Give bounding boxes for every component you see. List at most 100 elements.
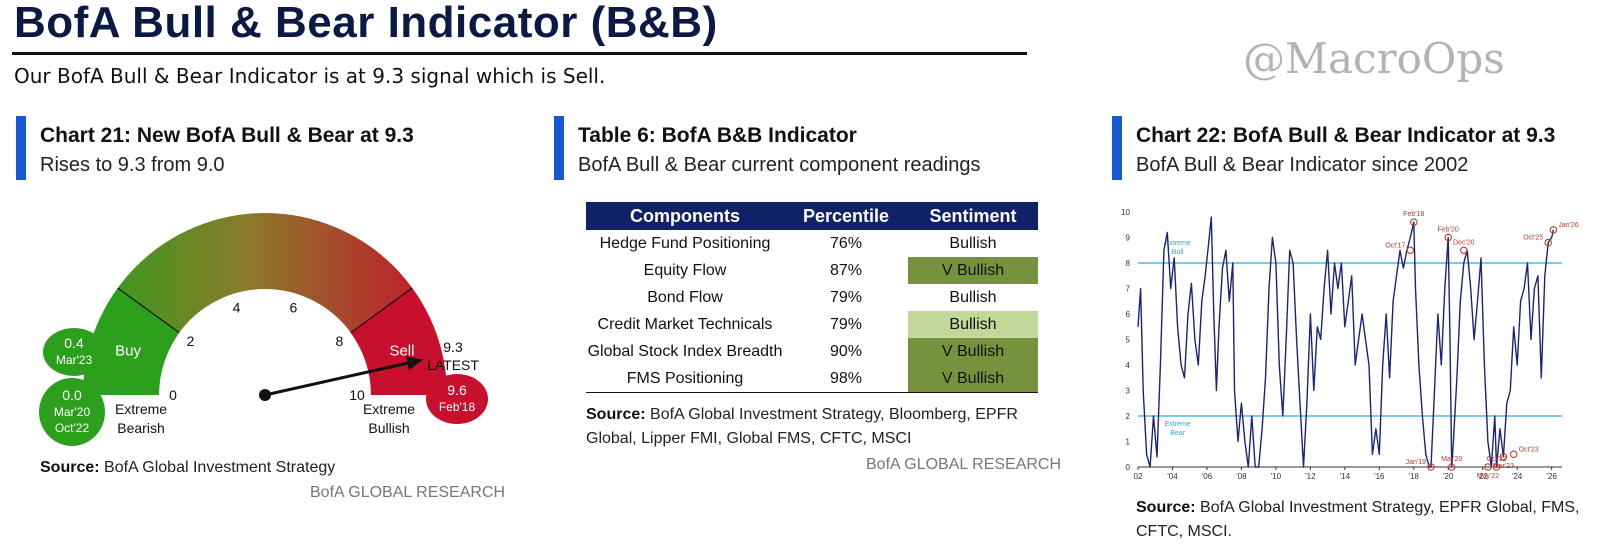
- component-cell: Global Stock Index Breadth: [587, 342, 783, 360]
- mid-panel-title: Table 6: BofA B&B Indicator: [578, 124, 857, 147]
- y-tick-label: 8: [1126, 259, 1131, 268]
- annotation-marker: [1447, 463, 1456, 471]
- annotation-marker: [1499, 453, 1508, 461]
- bubble-date: Oct'22: [55, 421, 90, 435]
- y-tick-label: 7: [1126, 285, 1131, 294]
- extreme-bull-label: Bull: [1172, 249, 1184, 256]
- table-row: Hedge Fund Positioning 76% Bullish: [586, 230, 1038, 257]
- extreme-bear-label: Extreme: [1165, 421, 1191, 428]
- x-tick-label: '20: [1443, 472, 1454, 481]
- left-panel-title: Chart 21: New BofA Bull & Bear at 9.3: [40, 124, 414, 147]
- annotation-marker: [1544, 238, 1552, 247]
- component-cell: FMS Positioning: [586, 365, 784, 393]
- watermark: @MacroOps: [1243, 34, 1505, 83]
- gauge-value-label: 9.3: [443, 339, 463, 355]
- sentiment-cell: Bullish: [949, 234, 997, 252]
- sell-zone: [350, 288, 447, 395]
- y-tick-label: 0: [1126, 463, 1131, 472]
- x-tick-label: '18: [1409, 472, 1420, 481]
- annotation-marker: [1492, 463, 1501, 471]
- annotation-label: Feb'18: [1403, 211, 1424, 218]
- gauge-needle-head: [405, 356, 424, 370]
- sell-zone-label: Sell: [389, 343, 414, 360]
- sentiment-cell: Bullish: [949, 288, 997, 306]
- extreme-bearish-label: Bearish: [117, 420, 164, 436]
- annotation-label: May'22: [1477, 473, 1499, 480]
- y-tick-label: 5: [1126, 336, 1131, 345]
- gauge-tick-label: 2: [187, 333, 195, 349]
- x-tick-label: '24: [1512, 472, 1523, 481]
- bubble-date: Mar'23: [56, 353, 93, 367]
- component-cell: Hedge Fund Positioning: [599, 234, 771, 252]
- percentile-cell: 79%: [829, 315, 863, 333]
- annotation-label: Dec'20: [1453, 239, 1475, 246]
- right-panel-subtitle: BofA Bull & Bear Indicator since 2002: [1136, 154, 1469, 176]
- annotation-marker: [1460, 246, 1468, 254]
- x-tick-label: '16: [1374, 472, 1385, 481]
- mid-panel-subtitle: BofA Bull & Bear current component readi…: [578, 154, 981, 176]
- gauge-tick-label: 8: [336, 333, 344, 349]
- annotation-label: Feb'20: [1438, 227, 1459, 234]
- annotation-marker: [1406, 246, 1415, 254]
- reading-bubble: [426, 374, 488, 424]
- left-panel-accent-bar: [16, 116, 26, 180]
- extreme-bullish-label: Bullish: [368, 420, 409, 436]
- sentiment-cell: V Bullish: [908, 365, 1038, 393]
- x-tick-label: '22: [1477, 472, 1488, 481]
- bull-bear-line-chart: 0 1 2 3 4 5 6 7 8 9 10 02 '04 '06 '08 '10 '12 '14 '16 '18 '2…: [1121, 208, 1579, 481]
- sell-boundary: [350, 287, 413, 334]
- bubble-date: Mar'20: [54, 405, 91, 419]
- annotation-label: Jan'19: [1406, 459, 1427, 466]
- component-cell: Credit Market Technicals: [597, 315, 773, 333]
- x-tick-label: '04: [1167, 472, 1178, 481]
- buy-zone-label: Buy: [115, 343, 141, 360]
- right-panel-accent-bar: [1112, 116, 1122, 180]
- component-cell: Bond Flow: [647, 288, 723, 306]
- right-panel-source: Source: BofA Global Investment Strategy,…: [1136, 499, 1580, 540]
- table-header-row: Components Percentile Sentiment: [586, 202, 1038, 230]
- y-tick-label: 10: [1121, 208, 1130, 217]
- left-panel-source: Source: BofA Global Investment Strategy: [40, 459, 336, 476]
- components-table: Components Percentile Sentiment Hedge Fu…: [586, 202, 1038, 393]
- y-tick-label: 9: [1126, 234, 1131, 243]
- extreme-bearish-label: Extreme: [115, 401, 167, 417]
- gauge-needle: [264, 360, 412, 397]
- table-row: Bond Flow 79% Bullish: [586, 284, 1038, 311]
- bubble-value: 0.4: [64, 335, 84, 351]
- extreme-bullish-label: Extreme: [363, 401, 415, 417]
- bubble-date: Feb'18: [439, 400, 476, 414]
- gauge-chart: Buy Sell 0 2 4 6 8 10 9.3 LATEST Extreme Bearish Ext…: [39, 213, 488, 446]
- reading-bubble: [43, 328, 105, 376]
- reading-bubble: [39, 378, 105, 446]
- y-tick-label: 3: [1126, 387, 1131, 396]
- table-row: Credit Market Technicals 79% Bullish: [586, 311, 1038, 338]
- mid-panel-brand: BofA GLOBAL RESEARCH: [866, 456, 1062, 473]
- page-title: BofA Bull & Bear Indicator (B&B): [14, 0, 718, 47]
- annotation-label: Oct'25: [1523, 235, 1543, 242]
- y-tick-label: 2: [1126, 412, 1131, 421]
- x-tick-label: '26: [1546, 472, 1557, 481]
- x-tick-label: '12: [1305, 472, 1316, 481]
- annotation-marker: [1509, 450, 1518, 459]
- left-panel-brand: BofA GLOBAL RESEARCH: [310, 484, 506, 501]
- mid-panel-accent-bar: [554, 116, 564, 180]
- table-row: Global Stock Index Breadth 90% V Bullish: [586, 338, 1038, 365]
- mid-panel-source: Source: BofA Global Investment Strategy,…: [586, 406, 1018, 447]
- percentile-cell: 79%: [829, 288, 863, 306]
- buy-zone: [83, 288, 180, 395]
- bubble-value: 0.0: [62, 387, 82, 403]
- buy-boundary: [117, 287, 180, 334]
- col-header-percentile: Percentile: [784, 202, 908, 230]
- col-header-sentiment: Sentiment: [908, 202, 1038, 230]
- y-tick-label: 1: [1126, 438, 1131, 447]
- annotation-marker: [1410, 218, 1418, 226]
- gauge-latest-label: LATEST: [427, 357, 479, 373]
- bubble-value: 9.6: [447, 382, 467, 398]
- annotation-label: Oct'17: [1385, 242, 1405, 249]
- x-tick-label: '10: [1271, 472, 1282, 481]
- title-divider: [12, 52, 1027, 55]
- page-subtitle: Our BofA Bull & Bear Indicator is at 9.3…: [14, 64, 606, 88]
- x-tick-label: '08: [1236, 472, 1247, 481]
- x-tick-label: 02: [1134, 472, 1143, 481]
- sentiment-cell: Bullish: [908, 311, 1038, 338]
